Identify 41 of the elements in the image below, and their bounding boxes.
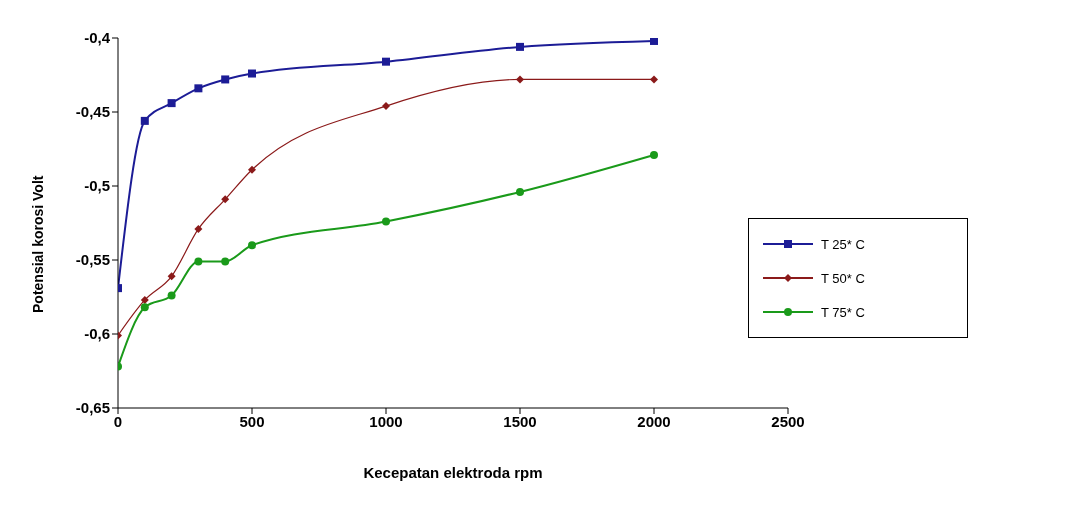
point (221, 195, 230, 204)
y-tick-label: -0,45 (75, 103, 110, 121)
y-tick-label: -0,6 (84, 325, 110, 343)
x-tick-label: 1500 (503, 412, 537, 430)
x-tick-label: 0 (113, 412, 123, 430)
y-tick-label: -0,65 (75, 399, 110, 417)
y-tick-label: -0,55 (75, 251, 110, 269)
point (516, 75, 524, 84)
x-tick-label: 500 (239, 412, 265, 430)
point (248, 241, 256, 250)
point (167, 272, 176, 281)
legend-label: T 75* C (821, 304, 865, 320)
x-tick-label: 2500 (771, 412, 805, 430)
point (221, 257, 230, 266)
point (382, 57, 390, 66)
point (650, 75, 658, 84)
point (140, 295, 149, 304)
point (167, 99, 176, 108)
point (248, 165, 256, 174)
point (650, 38, 658, 45)
x-tick-label: 1000 (369, 412, 403, 430)
y-axis-title: Potensial korosi Volt (29, 175, 46, 313)
point (140, 116, 149, 125)
point (382, 102, 390, 111)
x-axis-title: Kecepatan elektroda rpm (363, 464, 543, 481)
point (382, 217, 390, 226)
point (167, 291, 176, 300)
point (194, 257, 203, 266)
point (516, 187, 524, 196)
legend-label: T 25* C (821, 236, 865, 252)
point (194, 224, 203, 233)
point (248, 69, 256, 78)
point (516, 42, 524, 51)
point (221, 75, 230, 84)
point (650, 150, 658, 159)
y-tick-label: -0,4 (84, 29, 111, 47)
point (140, 303, 149, 312)
x-tick-label: 2000 (637, 412, 671, 430)
legend-label: T 50* C (821, 270, 865, 286)
y-tick-label: -0,5 (84, 177, 110, 195)
point (194, 84, 203, 93)
